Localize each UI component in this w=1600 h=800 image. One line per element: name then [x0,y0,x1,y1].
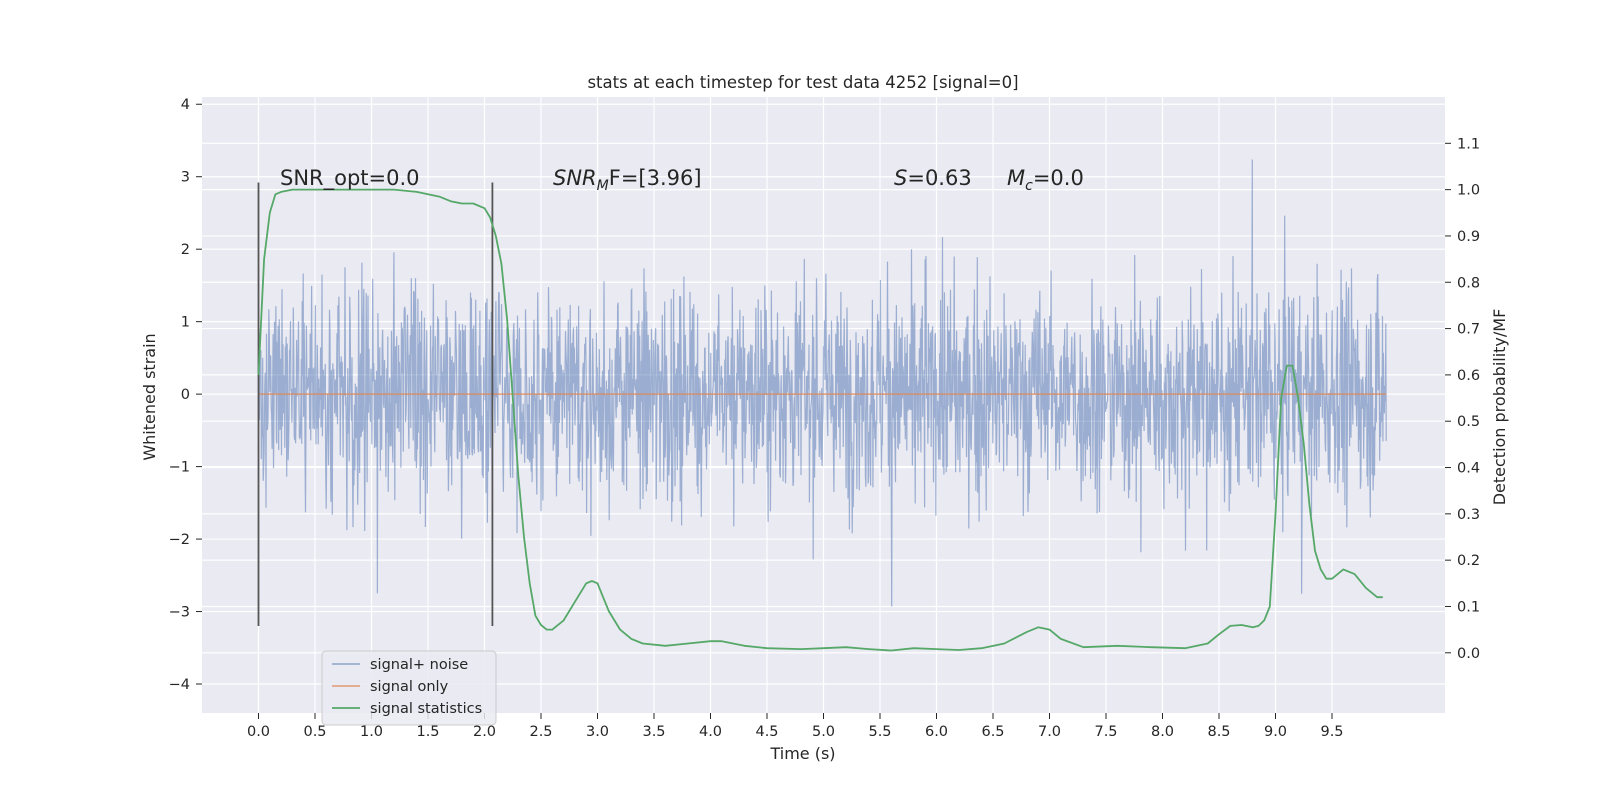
y-tick-label: 3 [181,170,190,186]
s-symbol: S [894,166,907,190]
snr-mf-prefix: SNR [553,166,597,190]
x-tick-label: 9.0 [1264,724,1287,740]
mc-subscript: c [1025,178,1033,194]
legend-label-signal-noise: signal+ noise [370,657,468,673]
mc-symbol: M [1007,166,1025,190]
x-tick-label: 4.0 [699,724,722,740]
x-tick-label: 3.5 [642,724,665,740]
legend-box [321,650,497,726]
y-right-tick-label: 0.1 [1457,599,1480,615]
y-right-tick-label: 0.5 [1457,414,1480,430]
series-signal-noise [257,159,1387,607]
s-value: =0.63 [907,166,971,190]
annotation-s: S=0.63 [894,166,972,190]
x-tick-label: 5.5 [868,724,891,740]
legend: signal+ noise signal only signal statist… [321,650,497,726]
x-tick-label: 1.5 [416,724,439,740]
x-tick-label: 1.0 [360,724,383,740]
series-signal-statistics [257,188,1383,652]
y-tick-label: −1 [169,460,190,476]
x-axis-ticks: 0.0 0.5 1.0 1.5 2.0 2.5 3.0 3.5 4.0 4.5 5.0 5.5 6.0 6… [247,713,1344,740]
y-right-axis-label: Detection probability/MF [1490,309,1509,506]
x-tick-label: 5.0 [812,724,835,740]
y-tick-label: −2 [169,532,190,548]
mc-value: =0.0 [1033,166,1084,190]
x-tick-label: 4.5 [755,724,778,740]
y-right-tick-label: 0.9 [1457,229,1480,245]
snr-mf-subscript: M [597,178,609,194]
legend-label-signal-only: signal only [370,679,449,695]
y-axis-ticks: 4 3 2 1 0 −1 −2 −3 −4 [169,97,202,693]
x-axis-label: Time (s) [769,744,835,763]
vertical-markers [257,182,494,627]
y-right-tick-label: 0.8 [1457,275,1480,291]
x-tick-label: 8.5 [1207,724,1230,740]
y-tick-label: 4 [181,97,190,113]
x-tick-label: 7.0 [1038,724,1061,740]
y-right-tick-label: 0.0 [1457,646,1480,662]
statistics-curve [257,188,1383,652]
annotation-snr-mf: SNRMF=[3.96] [553,166,702,194]
annotation-mc: Mc=0.0 [1007,166,1084,194]
x-tick-label: 0.0 [247,724,270,740]
x-tick-label: 9.5 [1320,724,1343,740]
noise-trace [257,159,1387,607]
chart-title: stats at each timestep for test data 425… [587,73,1018,92]
y-right-tick-label: 0.6 [1457,368,1480,384]
x-tick-label: 2.0 [473,724,496,740]
x-tick-label: 7.5 [1094,724,1117,740]
x-tick-label: 6.5 [981,724,1004,740]
x-tick-label: 0.5 [303,724,326,740]
y-right-tick-label: 0.3 [1457,507,1480,523]
x-tick-label: 2.5 [529,724,552,740]
y-right-tick-label: 1.1 [1457,136,1480,152]
x-tick-label: 6.0 [925,724,948,740]
x-tick-label: 8.0 [1151,724,1174,740]
legend-label-signal-statistics: signal statistics [370,701,482,717]
y-tick-label: −3 [169,605,190,621]
y-tick-label: 2 [181,242,190,258]
y-right-tick-label: 0.4 [1457,461,1480,477]
x-tick-label: 3.0 [586,724,609,740]
y-tick-label: 1 [181,315,190,331]
y-right-axis-ticks: 1.1 1.0 0.9 0.8 0.7 0.6 0.5 0.4 0.3 0.2 0.1 0.0 [1445,136,1480,662]
y-tick-label: −4 [169,677,190,693]
y-axis-label: Whitened strain [140,333,159,460]
y-right-tick-label: 0.7 [1457,322,1480,338]
snr-mf-value: F=[3.96] [609,166,702,190]
y-tick-label: 0 [181,387,190,403]
y-right-tick-label: 0.2 [1457,553,1480,569]
annotation-snr-opt: SNR_opt=0.0 [280,166,420,191]
y-right-tick-label: 1.0 [1457,183,1480,199]
